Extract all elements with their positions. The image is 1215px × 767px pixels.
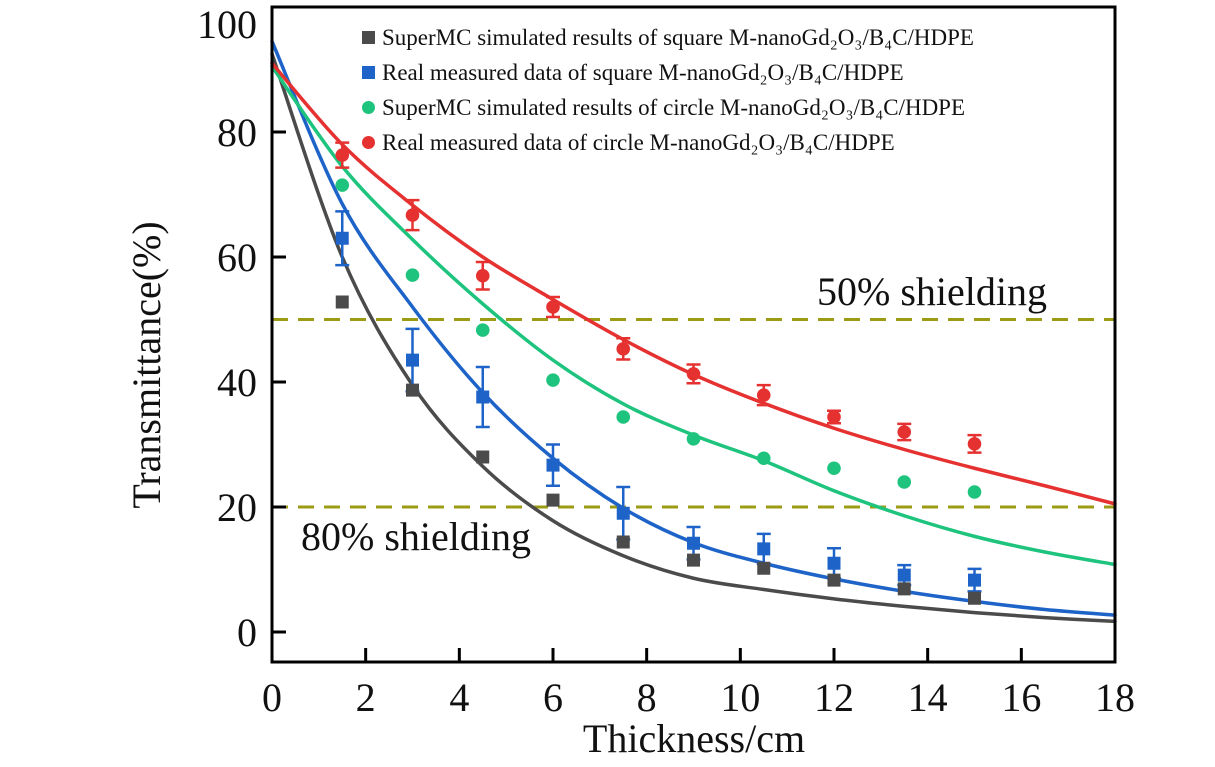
data-point-circle-series-3 [405, 208, 420, 222]
data-point-square-series-1 [897, 568, 911, 582]
data-point-square-series-1 [616, 506, 630, 520]
fit-curve-series-0 [270, 52, 1117, 624]
data-point-circle-series-3 [756, 388, 771, 402]
red-circle-marker-icon [362, 136, 375, 149]
x-tick-label: 6 [543, 675, 563, 720]
fit-curve-series-1 [270, 39, 1117, 617]
data-point-square-series-1 [546, 458, 560, 472]
legend-item-measured-circle: Real measured data of circle M-nanoGd₂O₃… [362, 125, 974, 160]
x-tick-label: 10 [720, 675, 760, 720]
data-point-square-series-1 [968, 573, 981, 587]
data-point-square-series-0 [687, 553, 700, 567]
data-point-circle-series-2 [546, 373, 560, 387]
data-point-square-series-0 [827, 573, 841, 587]
legend-label: Real measured data of square M-nanoGd₂O₃… [382, 59, 904, 85]
data-point-circle-series-2 [686, 432, 701, 446]
y-axis-title: Transmittance(%) [124, 221, 169, 508]
data-point-square-series-1 [687, 536, 700, 550]
x-tick-label: 8 [637, 675, 657, 720]
data-point-square-series-0 [406, 383, 419, 397]
data-point-circle-series-3 [475, 268, 490, 283]
data-point-circle-series-2 [616, 410, 631, 424]
data-point-square-series-0 [968, 591, 981, 605]
y-tick-label: 60 [217, 235, 257, 280]
y-tick-label: 40 [217, 360, 257, 405]
x-tick-label: 18 [1095, 675, 1135, 720]
data-point-square-series-1 [757, 542, 771, 556]
fit-curve-series-3 [270, 61, 1117, 506]
data-point-square-series-0 [616, 535, 630, 549]
data-point-circle-series-3 [546, 300, 560, 314]
data-point-circle-series-3 [897, 425, 912, 439]
blue-square-marker-icon [362, 66, 375, 79]
y-tick-label: 0 [237, 610, 257, 655]
data-point-square-series-0 [476, 450, 490, 464]
x-tick-label: 4 [449, 675, 469, 720]
green-circle-marker-icon [362, 101, 375, 114]
data-point-square-series-1 [335, 231, 349, 245]
x-tick-label: 14 [908, 675, 948, 720]
x-tick-label: 12 [814, 675, 854, 720]
legend-label: SuperMC simulated results of circle M-na… [382, 94, 966, 120]
data-point-square-series-1 [476, 390, 490, 404]
data-point-circle-series-2 [827, 461, 841, 476]
gray-square-marker-icon [362, 31, 375, 44]
data-point-circle-series-3 [335, 148, 350, 162]
data-point-circle-series-3 [616, 342, 631, 356]
annotation-80-percent-shielding: 80% shielding [301, 514, 531, 559]
x-tick-label: 0 [262, 675, 282, 720]
data-point-circle-series-3 [686, 367, 701, 381]
legend-label: SuperMC simulated results of square M-na… [382, 24, 974, 50]
legend-label: Real measured data of circle M-nanoGd₂O₃… [382, 129, 895, 155]
legend-item-simulated-square: SuperMC simulated results of square M-na… [362, 20, 974, 55]
data-point-square-series-0 [757, 561, 771, 575]
plot-frame [270, 5, 1117, 664]
legend-item-measured-square: Real measured data of square M-nanoGd₂O₃… [362, 55, 974, 90]
legend: SuperMC simulated results of square M-na… [362, 20, 974, 160]
y-tick-label: 100 [197, 2, 257, 47]
data-point-circle-series-2 [335, 178, 350, 192]
data-point-square-series-0 [897, 582, 911, 596]
data-point-square-series-1 [406, 353, 419, 367]
plot-area: 0 2 4 6 8 10 12 14 16 18 0 20 40 60 80 100 [197, 2, 1135, 720]
data-point-square-series-0 [335, 295, 349, 309]
y-tick-label: 80 [217, 110, 257, 155]
data-point-square-series-1 [827, 556, 841, 570]
data-point-circle-series-2 [967, 485, 982, 499]
data-point-circle-series-2 [756, 451, 771, 466]
data-point-square-series-0 [546, 493, 560, 507]
x-tick-label: 16 [1001, 675, 1041, 720]
data-point-circle-series-2 [405, 268, 420, 282]
x-tick-label: 2 [356, 675, 376, 720]
legend-item-simulated-circle: SuperMC simulated results of circle M-na… [362, 90, 974, 125]
annotation-50-percent-shielding: 50% shielding [817, 269, 1047, 314]
y-tick-label: 20 [217, 485, 257, 530]
fit-curve-series-2 [270, 64, 1117, 567]
data-point-circle-series-2 [897, 475, 912, 489]
data-point-circle-series-2 [475, 323, 490, 337]
x-axis-title: Thickness/cm [583, 716, 805, 761]
data-point-circle-series-3 [967, 437, 982, 451]
data-point-circle-series-3 [827, 410, 841, 424]
